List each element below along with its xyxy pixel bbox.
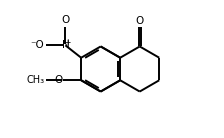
Text: O: O <box>55 75 63 85</box>
Text: O: O <box>136 16 144 26</box>
Text: +: + <box>65 38 71 47</box>
Text: O: O <box>61 15 69 25</box>
Text: N: N <box>62 40 69 50</box>
Text: CH₃: CH₃ <box>27 75 45 85</box>
Text: ⁻O: ⁻O <box>30 40 44 50</box>
